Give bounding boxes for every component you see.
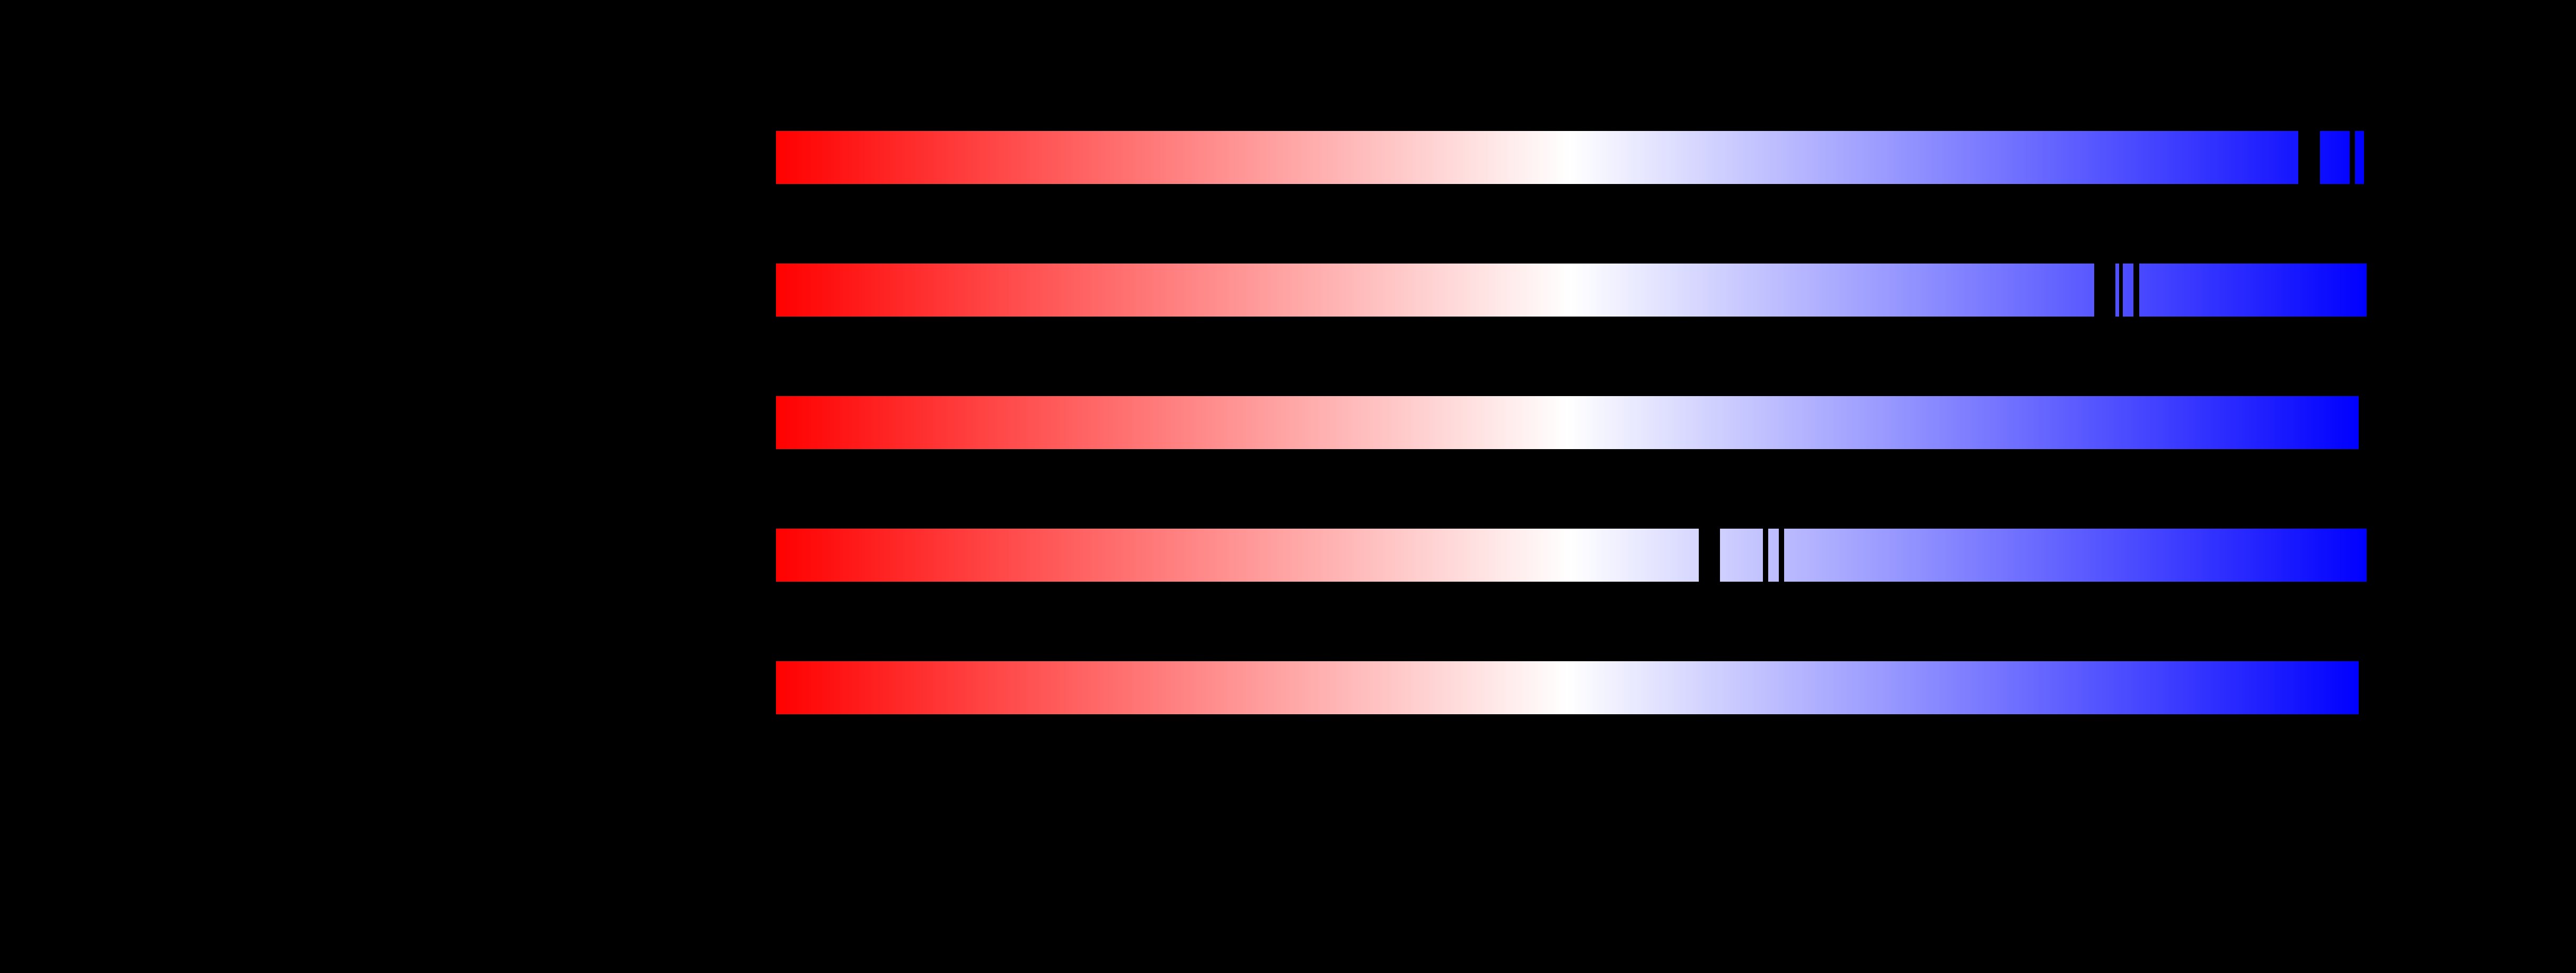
bar-gap-mark xyxy=(2119,264,2123,317)
bar-gap-mark xyxy=(2094,264,2115,317)
gradient-bar-row-3 xyxy=(776,396,2359,449)
bar-gap-mark xyxy=(1699,529,1720,582)
gradient-bar-row-1 xyxy=(776,131,2364,184)
bar-gap-mark xyxy=(1763,529,1768,582)
bar-gap-mark xyxy=(2350,131,2355,184)
bar-gap-mark xyxy=(2133,264,2139,317)
gradient-bar-row-5 xyxy=(776,661,2359,714)
bar-gap-mark xyxy=(2298,131,2320,184)
gradient-bar-row-4 xyxy=(776,529,2367,582)
bar-gap-mark xyxy=(1779,529,1784,582)
gradient-bar-row-2 xyxy=(776,264,2367,317)
